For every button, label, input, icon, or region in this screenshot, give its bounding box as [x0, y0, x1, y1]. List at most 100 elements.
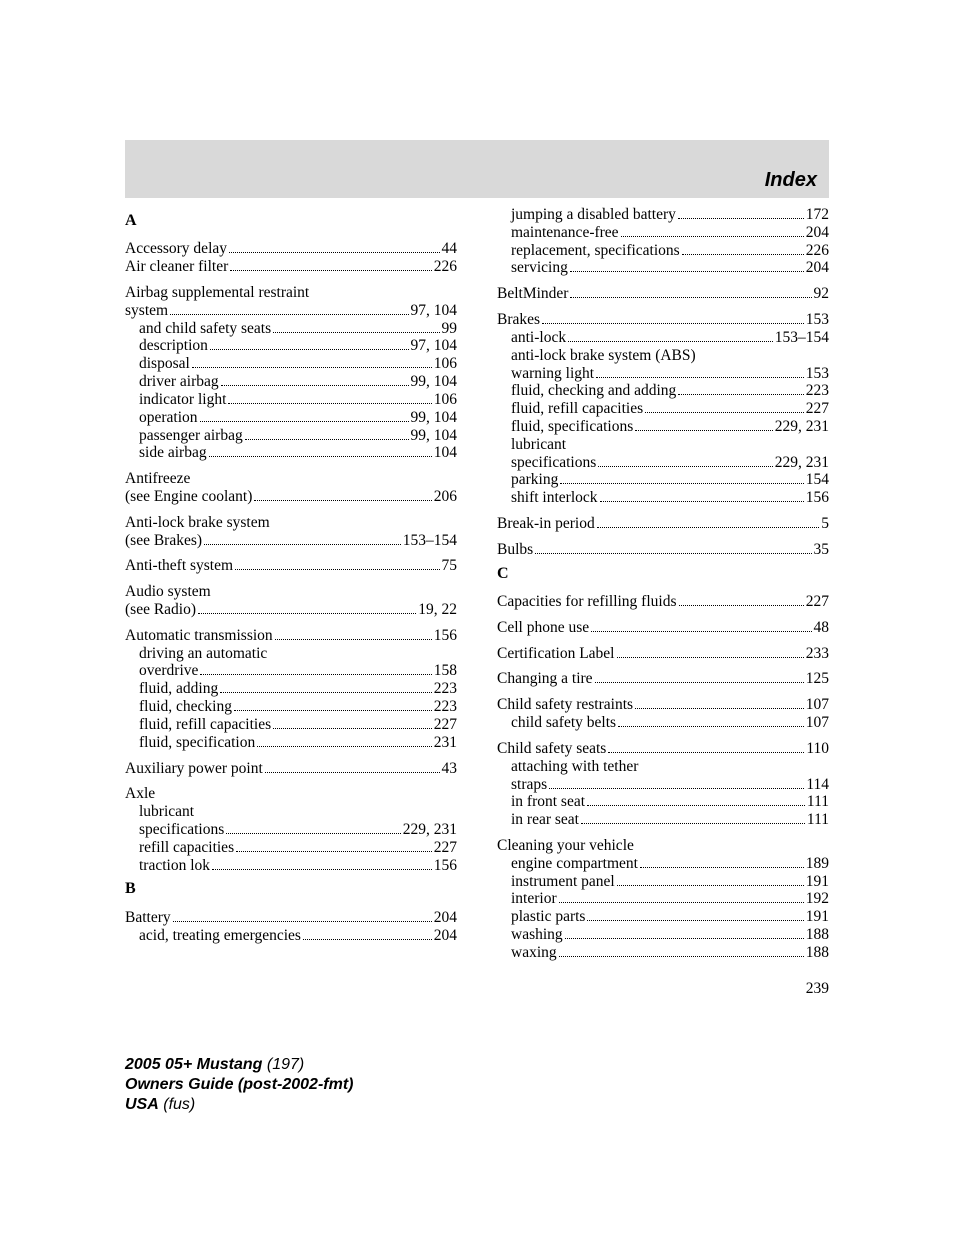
index-entry: parking154: [497, 471, 829, 489]
index-entry: Cell phone use48: [497, 619, 829, 637]
index-entry: disposal106: [125, 355, 457, 373]
index-entry: refill capacities227: [125, 839, 457, 857]
index-entry-page: 233: [806, 645, 829, 663]
index-entry: Axle: [125, 785, 457, 803]
index-entry-page: 223: [434, 680, 457, 698]
index-entry: Battery204: [125, 909, 457, 927]
index-entry-label: Cleaning your vehicle: [497, 837, 634, 855]
index-entry: in rear seat111: [497, 811, 829, 829]
index-entry-label: Child safety restraints: [497, 696, 633, 714]
index-entry-label: specifications: [139, 821, 224, 839]
leader-dots: [245, 439, 409, 440]
index-entry-page: 153–154: [403, 532, 457, 550]
leader-dots: [598, 466, 773, 467]
leader-dots: [273, 332, 439, 333]
leader-dots: [621, 236, 804, 237]
index-entry: system97, 104: [125, 302, 457, 320]
index-entry-label: Air cleaner filter: [125, 258, 228, 276]
index-entry-label: shift interlock: [511, 489, 598, 507]
index-entry: Cleaning your vehicle: [497, 837, 829, 855]
leader-dots: [210, 349, 409, 350]
leader-dots: [635, 430, 773, 431]
index-entry-label: Capacities for refilling fluids: [497, 593, 677, 611]
index-entry-label: attaching with tether: [511, 758, 638, 776]
index-entry-page: 43: [442, 760, 458, 778]
index-entry-page: 104: [434, 444, 457, 462]
index-entry: Brakes153: [497, 311, 829, 329]
leader-dots: [275, 639, 432, 640]
leader-dots: [204, 544, 401, 545]
leader-dots: [559, 956, 804, 957]
leader-dots: [221, 385, 409, 386]
index-entry: Child safety seats110: [497, 740, 829, 758]
index-entry-label: specifications: [511, 454, 596, 472]
index-entry: servicing204: [497, 259, 829, 277]
index-entry-page: 223: [806, 382, 829, 400]
index-entry-page: 227: [434, 716, 457, 734]
index-entry-page: 5: [821, 515, 829, 533]
index-entry-page: 191: [806, 908, 829, 926]
index-entry-label: jumping a disabled battery: [511, 206, 676, 224]
index-entry-label: fluid, checking: [139, 698, 232, 716]
index-entry: fluid, refill capacities 227: [125, 716, 457, 734]
index-entry-label: Auxiliary power point: [125, 760, 263, 778]
index-entry: in front seat111: [497, 793, 829, 811]
index-entry: jumping a disabled battery 172: [497, 206, 829, 224]
index-column-right: jumping a disabled battery172maintenance…: [497, 206, 829, 962]
index-entry-label: (see Engine coolant): [125, 488, 252, 506]
spacer: [497, 688, 829, 696]
index-entry-page: 172: [806, 206, 829, 224]
spacer: [497, 829, 829, 837]
index-entry-label: description: [139, 337, 208, 355]
index-entry: lubricant: [125, 803, 457, 821]
index-entry: fluid, adding223: [125, 680, 457, 698]
index-entry-page: 192: [806, 890, 829, 908]
leader-dots: [303, 939, 432, 940]
index-entry: (see Brakes)153–154: [125, 532, 457, 550]
index-entry-label: Certification Label: [497, 645, 615, 663]
spacer: [497, 637, 829, 645]
index-entry: Accessory delay44: [125, 240, 457, 258]
index-entry-page: 227: [806, 400, 829, 418]
index-entry: side airbag104: [125, 444, 457, 462]
index-entry: description97, 104: [125, 337, 457, 355]
index-entry-page: 191: [806, 873, 829, 891]
index-entry-label: traction lok: [139, 857, 210, 875]
index-entry-label: lubricant: [511, 436, 566, 454]
index-entry: fluid, checking and adding223: [497, 382, 829, 400]
index-entry-page: 156: [806, 489, 829, 507]
leader-dots: [645, 412, 804, 413]
index-entry-label: fluid, refill capacities: [139, 716, 271, 734]
index-entry-label: Break-in period: [497, 515, 595, 533]
leader-dots: [535, 553, 811, 554]
index-entry: waxing188: [497, 944, 829, 962]
index-entry: and child safety seats99: [125, 320, 457, 338]
leader-dots: [234, 710, 432, 711]
leader-dots: [682, 254, 804, 255]
leader-dots: [173, 921, 432, 922]
index-entry: instrument panel191: [497, 873, 829, 891]
index-entry-page: 107: [806, 714, 829, 732]
footer-line-3: USA (fus): [125, 1095, 353, 1115]
index-entry-label: Airbag supplemental restraint: [125, 284, 309, 302]
leader-dots: [220, 692, 432, 693]
index-entry-page: 107: [806, 696, 829, 714]
index-entry: Capacities for refilling fluids227: [497, 593, 829, 611]
index-entry-page: 97, 104: [411, 302, 458, 320]
section-letter: B: [125, 880, 457, 898]
index-entry-label: in front seat: [511, 793, 585, 811]
index-entry-page: 226: [434, 258, 457, 276]
index-entry: overdrive158: [125, 662, 457, 680]
index-entry: Auxiliary power point 43: [125, 760, 457, 778]
index-entry: child safety belts107: [497, 714, 829, 732]
index-entry: plastic parts191: [497, 908, 829, 926]
index-entry: straps114: [497, 776, 829, 794]
leader-dots: [559, 902, 804, 903]
index-entry: Automatic transmission156: [125, 627, 457, 645]
index-entry-page: 110: [806, 740, 829, 758]
index-entry: anti-lock153–154: [497, 329, 829, 347]
index-entry-label: Audio system: [125, 583, 211, 601]
index-entry-page: 229, 231: [775, 418, 829, 436]
index-entry-label: BeltMinder: [497, 285, 568, 303]
index-entry-page: 99, 104: [411, 409, 458, 427]
